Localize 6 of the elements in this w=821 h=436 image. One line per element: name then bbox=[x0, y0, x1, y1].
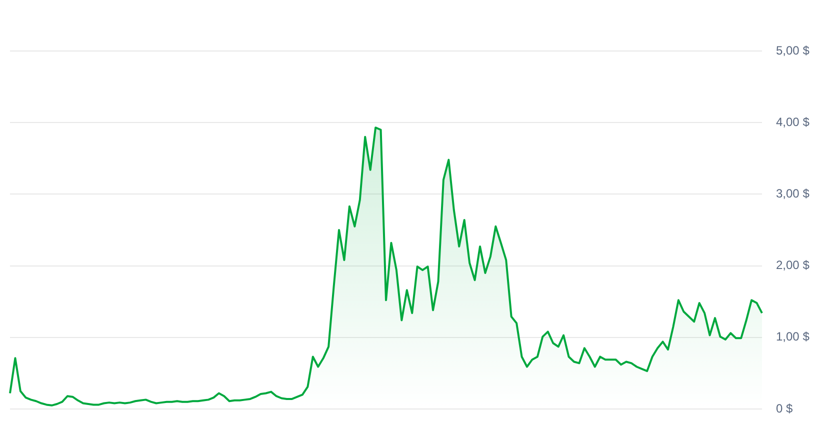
y-tick-label: 2,00 $ bbox=[776, 258, 810, 272]
y-tick-label: 4,00 $ bbox=[776, 114, 810, 129]
y-tick-label: 0 $ bbox=[776, 401, 794, 416]
y-tick-label: 3,00 $ bbox=[776, 186, 810, 201]
y-tick-label: 1,00 $ bbox=[776, 330, 810, 344]
y-tick-label: 5,00 $ bbox=[776, 43, 810, 58]
